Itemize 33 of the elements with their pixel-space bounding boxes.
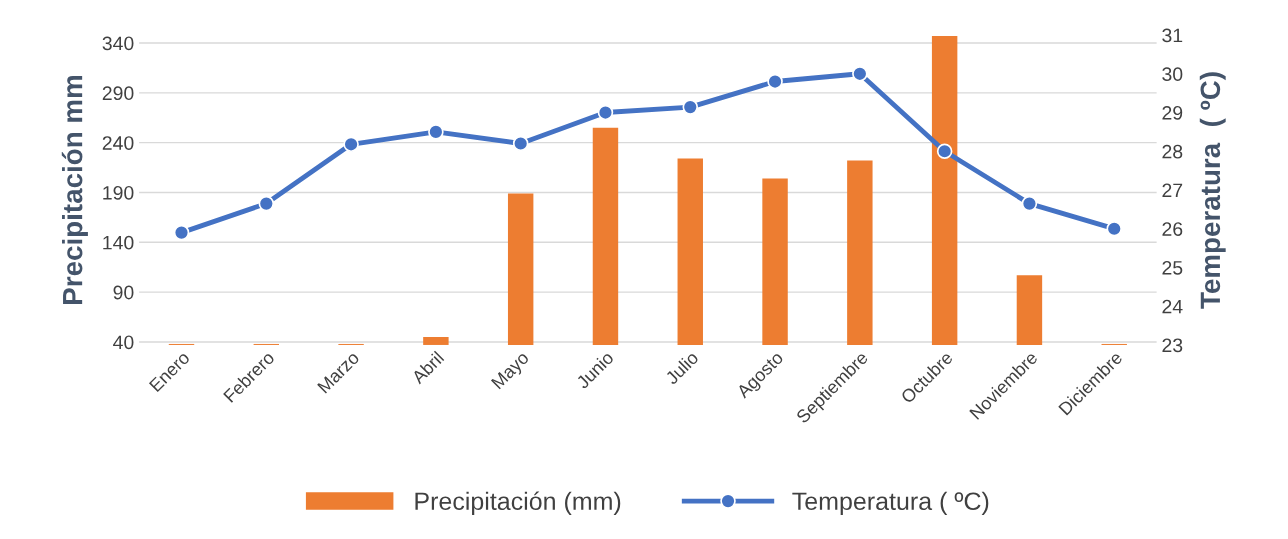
point <box>1106 220 1123 237</box>
point <box>512 135 529 152</box>
y-tick-label: 190 <box>103 185 134 200</box>
y-tick-label: 240 <box>102 136 134 150</box>
y-tick-label: 90 <box>113 285 134 300</box>
point <box>173 224 190 241</box>
y2-tick-label: 24 <box>1162 299 1183 314</box>
point <box>597 104 614 121</box>
y2-tick-label: 29 <box>1162 105 1183 120</box>
point <box>767 73 783 90</box>
y-tick-label: 140 <box>103 235 134 250</box>
point <box>852 65 868 82</box>
legend-label: Precipitación (mm) <box>415 491 621 516</box>
y2-tick-label: 26 <box>1162 222 1183 236</box>
y2-axis-title: Temperatura ( ºC) <box>1199 72 1226 309</box>
point <box>1021 195 1038 212</box>
y2-tick-label: 23 <box>1162 338 1183 353</box>
y-tick-label: 340 <box>102 36 134 51</box>
y2-tick-label: 31 <box>1162 28 1183 43</box>
y-tick-label: 40 <box>113 335 134 350</box>
y2-tick-label: 28 <box>1162 144 1183 159</box>
y2-tick-label: 27 <box>1162 183 1183 198</box>
point <box>428 124 444 140</box>
point <box>682 99 699 115</box>
point <box>343 136 359 153</box>
y-tick-label: 290 <box>102 86 134 101</box>
legend-label: Temperatura ( ºC) <box>792 491 989 516</box>
x-tick-label: Julio <box>664 350 700 386</box>
y2-tick-label: 25 <box>1162 260 1183 275</box>
point <box>258 195 275 212</box>
point <box>936 143 953 160</box>
y2-tick-label: 30 <box>1162 67 1183 82</box>
y-axis-title: Precipitación mm <box>61 75 88 304</box>
